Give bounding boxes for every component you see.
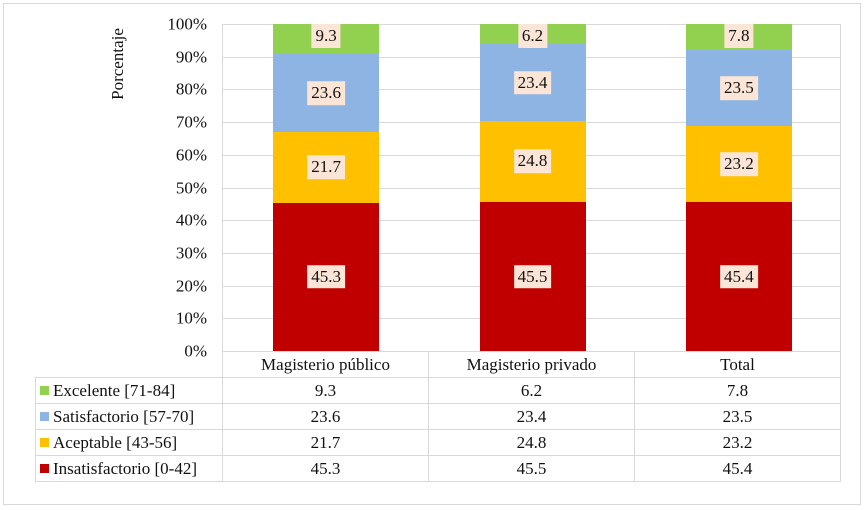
legend-swatch-icon (40, 438, 49, 447)
bar-segment: 24.8 (479, 120, 586, 203)
bar-segment: 45.5 (479, 202, 586, 351)
data-label: 9.3 (311, 24, 341, 48)
legend-swatch-icon (40, 412, 49, 421)
legend-label: Insatisfactorio [0-42] (53, 459, 197, 478)
y-tick-label: 30% (175, 243, 207, 263)
stacked-bar: 45.4 23.2 23.5 7.8 (685, 24, 792, 351)
table-cell: 23.5 (634, 403, 841, 430)
legend-cell: Aceptable [43-56] (35, 429, 223, 456)
legend-cell: Insatisfactorio [0-42] (35, 455, 223, 482)
table-cell: 24.8 (428, 429, 635, 456)
data-label: 24.8 (513, 149, 552, 174)
data-table: Magisterio público Magisterio privado To… (35, 351, 841, 482)
table-cell: 23.4 (428, 403, 635, 430)
y-tick-label: 20% (175, 276, 207, 296)
data-table-header-row: Magisterio público Magisterio privado To… (36, 351, 841, 378)
data-label: 21.7 (307, 155, 346, 179)
data-table-row: Satisfactorio [57-70] 23.6 23.4 23.5 (35, 403, 841, 430)
y-tick-label: 90% (175, 47, 207, 67)
table-cell: 9.3 (222, 377, 429, 404)
legend-cell: Satisfactorio [57-70] (35, 403, 223, 430)
bar-segment: 23.6 (273, 54, 380, 132)
bar-segment: 7.8 (685, 24, 792, 50)
data-table-row: Excelente [71-84] 9.3 6.2 7.8 (35, 377, 841, 404)
bar-segment: 23.5 (685, 49, 792, 127)
table-cell: 45.3 (222, 455, 429, 482)
data-label: 45.5 (513, 264, 552, 289)
bar-segment: 45.4 (685, 202, 792, 351)
y-axis-title: Porcentaje (108, 28, 127, 100)
bar-segment: 23.2 (685, 126, 792, 203)
stacked-bar: 45.3 21.7 23.6 9.3 (273, 24, 380, 351)
data-label: 7.8 (724, 24, 754, 48)
y-tick-label: 80% (175, 79, 207, 99)
stacked-bar: 45.5 24.8 23.4 6.2 (479, 24, 586, 351)
data-label: 23.2 (719, 152, 758, 177)
table-cell: 23.2 (634, 429, 841, 456)
y-tick-label: 50% (175, 178, 207, 197)
bar-segment: 45.3 (273, 202, 380, 351)
data-label: 45.3 (307, 265, 346, 289)
data-label: 23.5 (719, 76, 758, 100)
table-cell: 23.6 (222, 403, 429, 430)
data-label: 6.2 (517, 24, 548, 48)
bar-segment: 23.4 (479, 44, 586, 121)
category-header: Magisterio privado (428, 351, 635, 378)
data-table-row: Insatisfactorio [0-42] 45.3 45.5 45.4 (35, 455, 841, 482)
y-tick-label: 0% (184, 341, 207, 361)
y-tick-label: 40% (175, 210, 207, 230)
table-cell: 45.4 (634, 455, 841, 482)
table-cell: 45.5 (428, 455, 635, 482)
legend-cell: Excelente [71-84] (35, 377, 223, 404)
table-cell: 21.7 (222, 429, 429, 456)
category-header: Magisterio público (222, 351, 429, 378)
category-header: Total (634, 351, 841, 378)
y-tick-label: 60% (175, 145, 207, 165)
table-cell: 6.2 (428, 377, 635, 404)
legend-label: Satisfactorio [57-70] (53, 407, 195, 426)
data-label: 45.4 (719, 264, 758, 289)
bar-segment: 9.3 (273, 24, 380, 55)
data-label: 23.4 (513, 70, 552, 95)
legend-swatch-icon (40, 386, 49, 395)
bar-segment: 6.2 (479, 24, 586, 48)
data-label: 23.6 (307, 81, 346, 105)
bar-segment: 21.7 (273, 131, 380, 203)
legend-label: Excelente [71-84] (53, 381, 176, 400)
legend-swatch-icon (40, 464, 49, 473)
legend-label: Aceptable [43-56] (53, 433, 178, 452)
table-cell: 7.8 (634, 377, 841, 404)
y-tick-label: 70% (175, 112, 207, 132)
plot-area: 45.3 21.7 23.6 9.3 45.5 24.8 23.4 6.2 45.4 23.2 23… (222, 24, 841, 351)
y-tick-label: 100% (167, 14, 207, 34)
y-tick-label: 10% (175, 308, 207, 328)
data-table-row: Aceptable [43-56] 21.7 24.8 23.2 (35, 429, 841, 456)
data-table-corner (36, 352, 223, 378)
